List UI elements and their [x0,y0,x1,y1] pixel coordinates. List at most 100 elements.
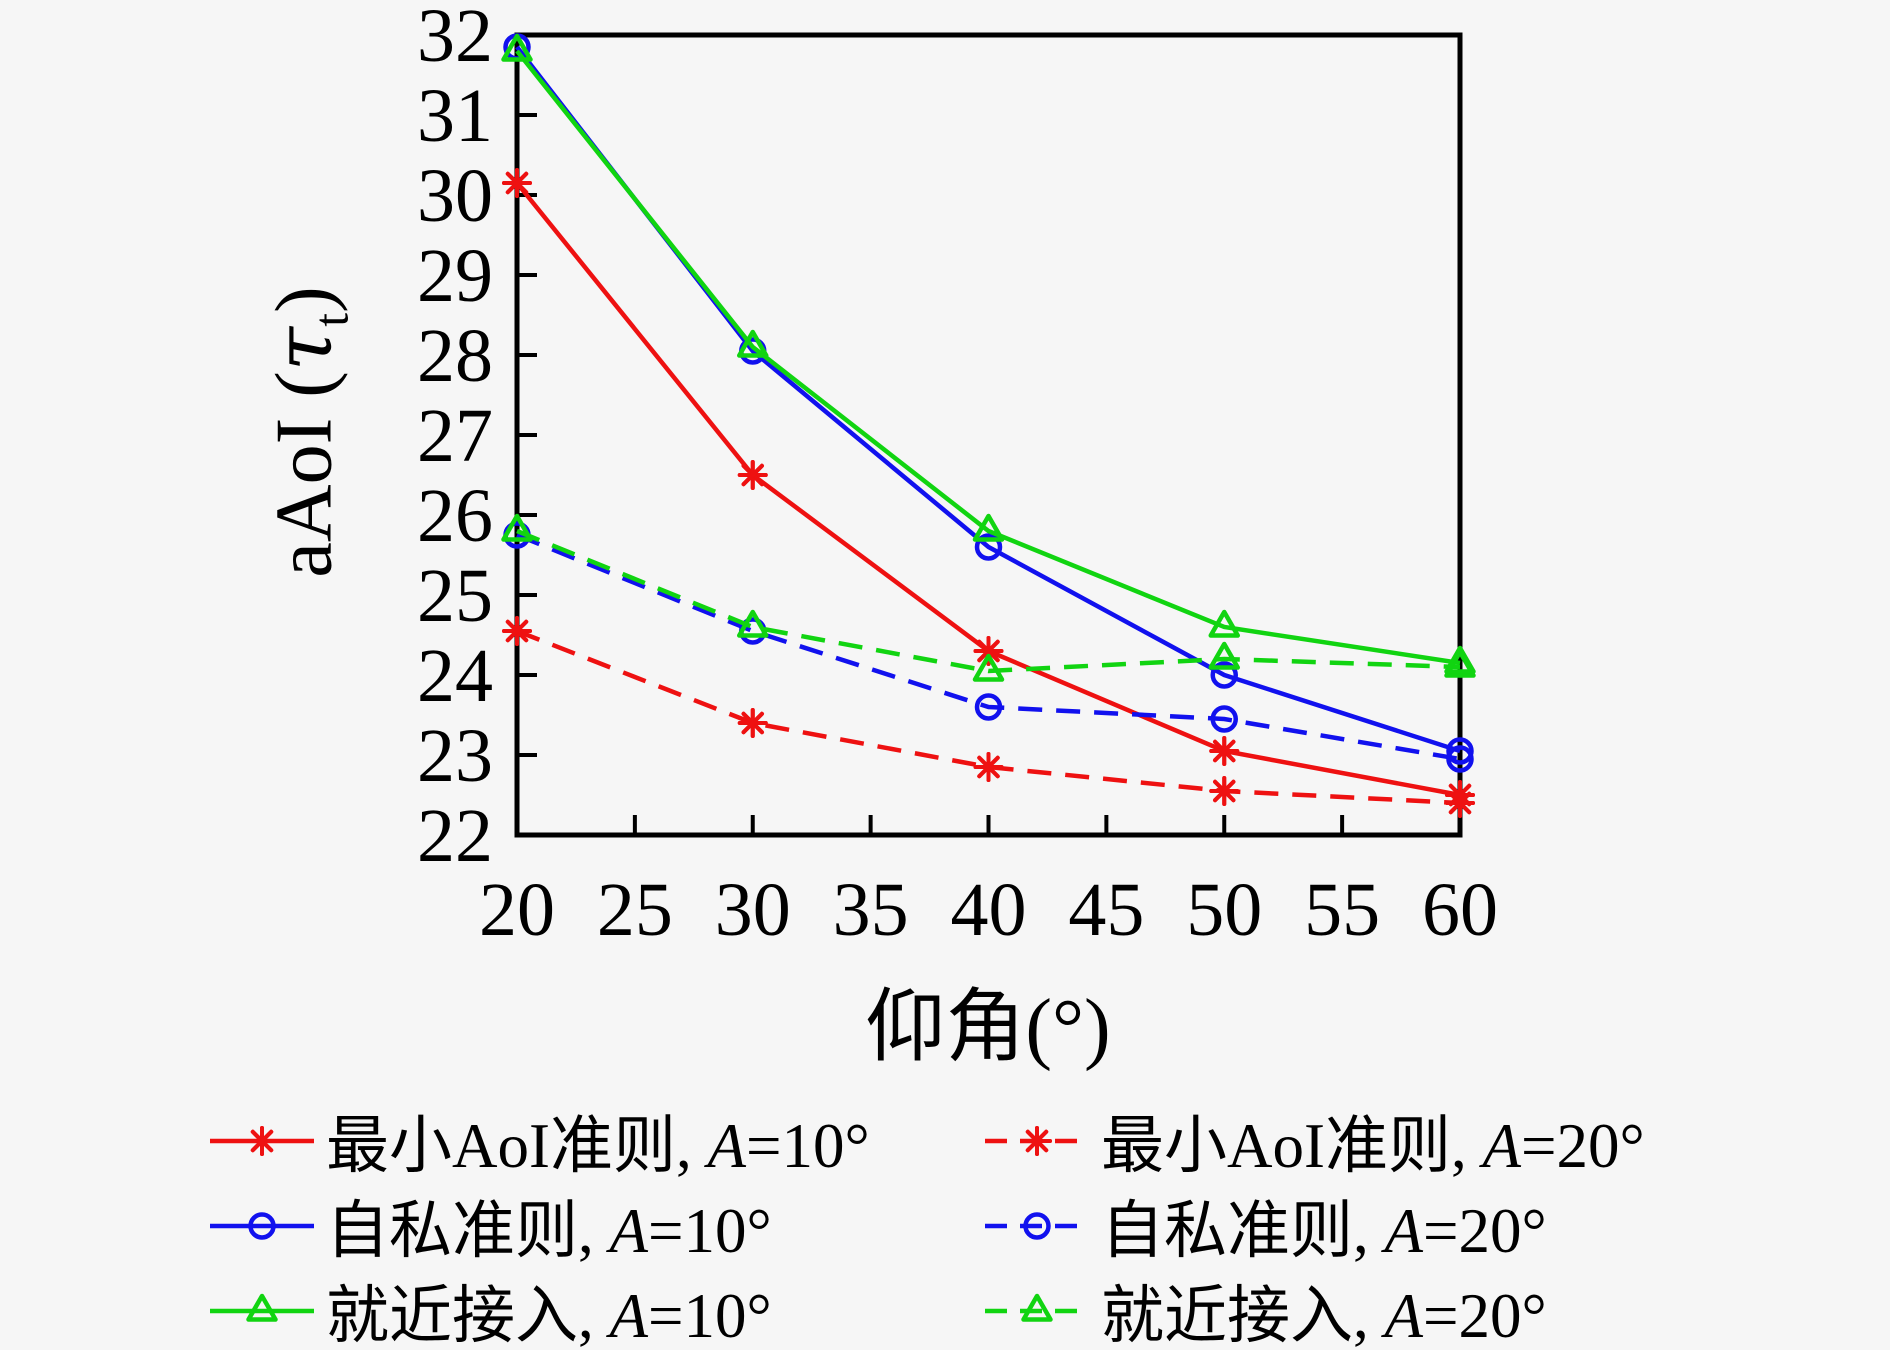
y-tick-label: 31 [417,74,493,158]
asterisk-marker [1209,736,1240,766]
triangle-marker [737,609,769,638]
legend-label-value: =10° [745,1111,870,1181]
series-line-4 [516,532,1461,762]
x-tick-label: 25 [597,868,673,952]
x-tick-label: 45 [1068,868,1144,952]
legend-label-variable: A [1384,1196,1423,1266]
y-axis-label: aAoI (τt) [257,286,360,577]
circle-marker [1210,661,1238,689]
legend-sample-solid [210,1211,314,1240]
triangle-marker [1208,609,1240,638]
y-tick-label: 27 [417,394,493,478]
asterisk-icon [247,1125,277,1156]
legend-label: 最小AoI准则, A=20° [1101,1095,1645,1186]
y-tick-label: 25 [417,554,493,638]
legend-label-value: =10° [647,1281,772,1350]
legend-label-text: 自私准则, [326,1196,610,1266]
legend-label-text: 自私准则, [1101,1196,1385,1266]
circle-marker [1210,705,1238,733]
legend-label: 最小AoI准则, A=10° [326,1095,870,1186]
circle-icon [1023,1211,1051,1240]
x-tick-label: 30 [715,868,791,952]
legend-label-variable: A [1482,1111,1521,1181]
legend-label: 自私准则, A=10° [326,1180,772,1271]
legend-label-variable: A [1384,1281,1423,1350]
y-tick-label: 30 [417,154,493,238]
triangle-icon [246,1293,278,1322]
legend-label-text: 就近接入, [1101,1281,1385,1350]
legend-label-variable: A [707,1111,746,1181]
circle-icon [248,1211,276,1240]
legend-sample-solid [210,1125,314,1156]
legend-label: 就近接入, A=10° [326,1265,772,1350]
y-tick-label: 22 [417,794,493,878]
legend-item-5: 就近接入, A=20° [983,1265,1645,1350]
legend-label: 自私准则, A=20° [1101,1180,1547,1271]
x-axis-label: 仰角(°) [865,984,1111,1072]
asterisk-marker [1445,788,1475,818]
y-axis-label-suffix: ) [260,286,349,314]
legend-label-text: 就近接入, [326,1281,610,1350]
circle-marker [1446,737,1474,765]
asterisk-marker [1209,776,1240,806]
legend: 最小AoI准则, A=10° 自私准则, A=10° 就近接入, A=10° 最小Ao… [208,1098,1645,1350]
x-tick-label: 20 [479,868,555,952]
asterisk-marker [502,168,532,198]
tau-symbol: τ [256,326,350,372]
triangle-icon [1021,1293,1053,1322]
legend-label-value: =20° [1422,1196,1547,1266]
legend-label: 就近接入, A=20° [1101,1265,1547,1350]
triangle-marker [972,513,1005,542]
legend-label-variable: A [609,1281,648,1350]
y-tick-label: 29 [417,234,493,318]
series-markers-3 [502,616,1475,818]
asterisk-marker [502,616,532,646]
series-line-5 [516,528,1461,674]
circle-marker [974,693,1003,721]
series-markers-5 [501,513,1476,682]
legend-sample-dashed [985,1125,1089,1156]
y-tick-label: 28 [417,314,493,398]
asterisk-icon [1022,1125,1052,1156]
legend-sample-solid [210,1293,314,1322]
y-axis-label-prefix: aAoI ( [260,371,349,578]
asterisk-marker [973,752,1004,782]
legend-item-4: 自私准则, A=20° [983,1180,1645,1271]
x-tick-label: 60 [1422,868,1498,952]
plot-box [514,32,1463,838]
legend-label-text: 最小AoI准则, [1101,1111,1483,1181]
triangle-marker [501,33,533,62]
circle-marker [974,533,1003,561]
legend-label-variable: A [609,1196,648,1266]
y-tick-label: 24 [417,634,493,718]
legend-item-3: 最小AoI准则, A=20° [983,1095,1645,1186]
triangle-marker [737,329,769,358]
series-markers-0 [502,168,1475,810]
legend-label-value: =10° [647,1196,772,1266]
x-tick-label: 50 [1186,868,1262,952]
triangle-marker [501,513,533,542]
triangle-marker [1208,641,1240,670]
series-markers-2 [501,33,1476,674]
legend-label-text: 最小AoI准则, [326,1111,708,1181]
y-tick-label: 23 [417,714,493,798]
circle-marker [1446,745,1474,773]
series-markers-1 [503,33,1474,765]
asterisk-marker [737,708,768,738]
legend-label-value: =20° [1520,1111,1645,1181]
triangle-marker [1444,649,1476,678]
legend-item-0: 最小AoI准则, A=10° [208,1095,983,1186]
asterisk-marker [737,460,768,490]
legend-label-value: =20° [1422,1281,1547,1350]
legend-item-2: 就近接入, A=10° [208,1265,983,1350]
x-tick-label: 40 [951,868,1027,952]
x-tick-label: 35 [833,868,909,952]
series-line-3 [516,628,1461,806]
legend-item-1: 自私准则, A=10° [208,1180,983,1271]
legend-sample-dashed [985,1293,1089,1322]
y-tick-label: 32 [417,0,493,78]
x-tick-label: 55 [1304,868,1380,952]
series-line-2 [515,49,1461,666]
